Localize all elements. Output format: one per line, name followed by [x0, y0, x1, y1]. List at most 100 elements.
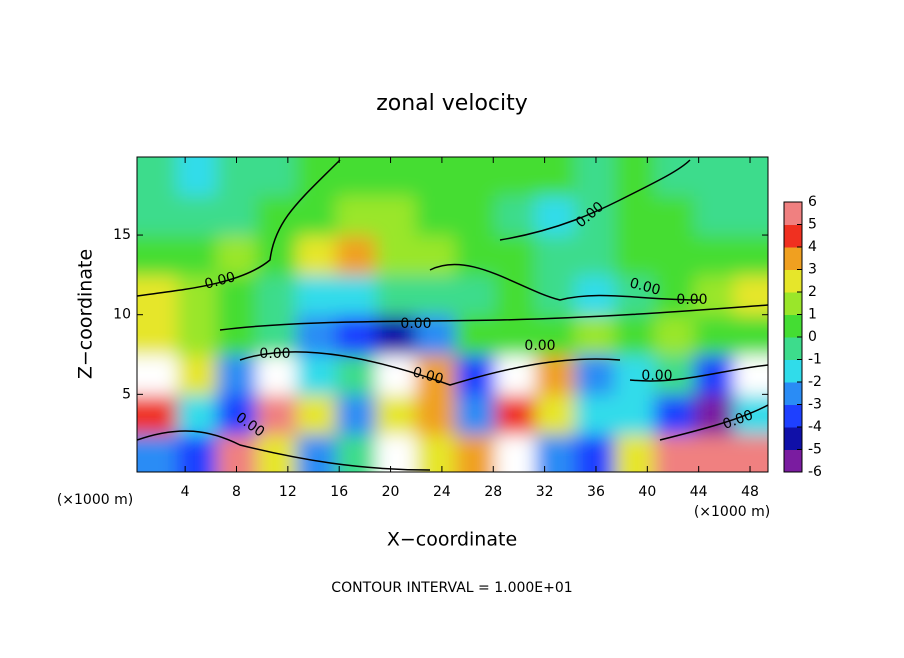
cell [534, 275, 576, 317]
colorbar-band [784, 449, 802, 473]
x-tick-label: 4 [181, 484, 190, 500]
cell [495, 434, 536, 472]
cell [216, 275, 258, 317]
cell [296, 157, 337, 198]
contour-label: 0.00 [628, 275, 662, 299]
cell [216, 157, 258, 198]
colorbar-tick-label: -1 [808, 352, 822, 368]
x-tick-label: 32 [536, 484, 554, 500]
x-tick-label: 24 [433, 484, 451, 500]
colorbar-band [784, 314, 802, 338]
contour-label: 0.00 [400, 316, 431, 332]
contour-line [137, 159, 341, 297]
cell [614, 157, 656, 198]
cell [415, 434, 457, 472]
cell [654, 196, 696, 237]
cell [296, 434, 337, 472]
x-tick-label: 28 [484, 484, 502, 500]
cell [137, 235, 178, 277]
cell [495, 355, 536, 397]
cell [694, 315, 735, 357]
cell [455, 355, 497, 397]
cell [216, 434, 258, 472]
cell [375, 434, 417, 472]
cell [654, 395, 696, 436]
cell [176, 157, 218, 198]
cell [694, 196, 735, 237]
x-tick-label: 36 [587, 484, 605, 500]
cell [375, 196, 417, 237]
cell [614, 235, 656, 277]
cell [614, 395, 656, 436]
colorbar-tick-label: 5 [808, 217, 817, 233]
cell [733, 275, 768, 317]
cell [694, 434, 735, 472]
x-tick-label: 16 [330, 484, 348, 500]
field [137, 157, 768, 472]
cell [256, 235, 298, 277]
cell [335, 196, 377, 237]
colorbar-tick-label: -3 [808, 397, 822, 413]
cell [694, 157, 735, 198]
cell [495, 395, 536, 436]
y-axis-label: Z−coordinate [75, 249, 97, 379]
colorbar-band [784, 269, 802, 293]
y-tick-label: 5 [122, 386, 131, 402]
cell [176, 275, 218, 317]
contour-label: 0.00 [641, 368, 672, 384]
colorbar-tick-label: 1 [808, 307, 817, 323]
cell [335, 275, 377, 317]
cell [574, 157, 616, 198]
cell [216, 395, 258, 436]
cell [137, 355, 178, 397]
cell [256, 395, 298, 436]
cell [733, 235, 768, 277]
cell [296, 235, 337, 277]
cell [534, 235, 576, 277]
cell [375, 275, 417, 317]
cell [335, 355, 377, 397]
x-unit: (×1000 m) [57, 492, 133, 508]
cell [654, 315, 696, 357]
cell [415, 157, 457, 198]
cell [574, 434, 616, 472]
contour-label: 0.00 [524, 338, 555, 354]
colorbar-band [784, 382, 802, 405]
colorbar-tick-label: 6 [808, 194, 817, 210]
cell [654, 434, 696, 472]
cell [335, 395, 377, 436]
cell [296, 355, 337, 397]
cell [137, 434, 178, 472]
cell [614, 196, 656, 237]
x-tick-label: 44 [690, 484, 708, 500]
cell [534, 434, 576, 472]
colorbar-tick-label: 4 [808, 239, 817, 255]
cell [733, 157, 768, 198]
cell [415, 395, 457, 436]
cell [455, 434, 497, 472]
contour-label: 0.00 [676, 292, 707, 308]
cell [137, 395, 178, 436]
contour-line [629, 364, 768, 382]
cell [495, 157, 536, 198]
cell [137, 157, 178, 198]
cell [733, 315, 768, 357]
x-tick-label: 8 [232, 484, 241, 500]
x-tick-label: 40 [638, 484, 656, 500]
cell [654, 355, 696, 397]
cell [375, 355, 417, 397]
cell [176, 434, 218, 472]
colorbar-tick-label: -4 [808, 419, 822, 435]
chart-title: zonal velocity [376, 91, 528, 116]
cell [654, 275, 696, 317]
contour-label: 0.00 [203, 269, 237, 293]
cell [733, 196, 768, 237]
contour-line [659, 404, 768, 441]
cell [137, 275, 178, 317]
cell [534, 157, 576, 198]
cell [335, 235, 377, 277]
colorbar-tick-label: -2 [808, 374, 822, 390]
colorbar-tick-label: 2 [808, 284, 817, 300]
cell [415, 315, 457, 357]
cell [495, 315, 536, 357]
